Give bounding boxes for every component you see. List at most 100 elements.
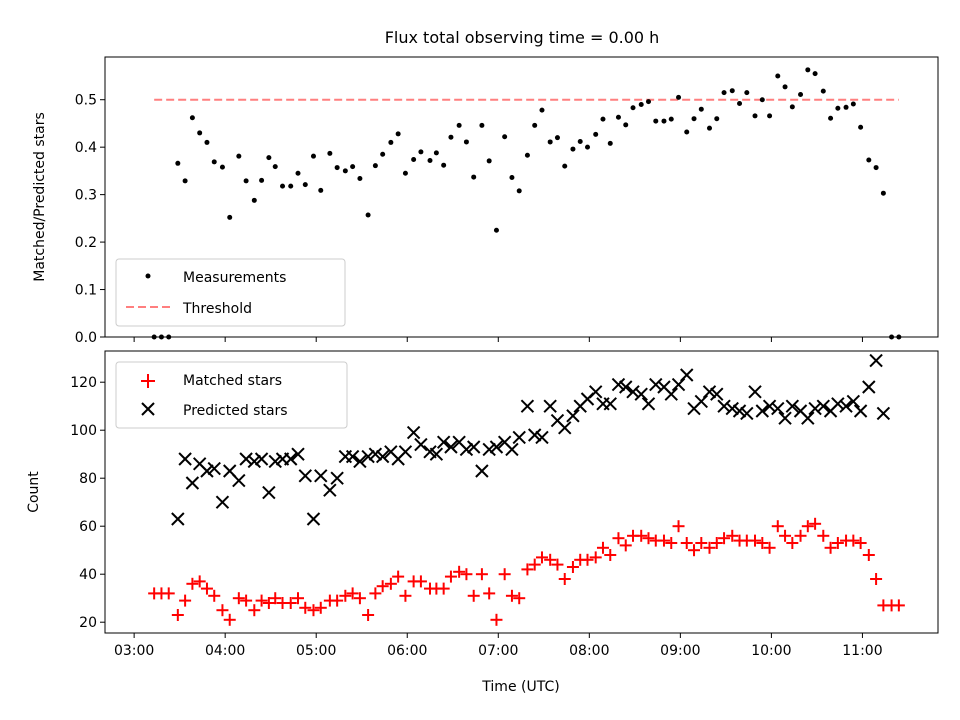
measurement-point <box>204 139 210 145</box>
matched-point <box>414 575 427 588</box>
predicted-legend-label: Predicted stars <box>183 403 288 419</box>
measurement-point <box>418 149 424 155</box>
measurement-point <box>280 183 286 189</box>
matched-point <box>307 604 320 617</box>
matched-point <box>763 541 776 554</box>
matched-point <box>635 529 648 542</box>
y-tick-label: 0.3 <box>75 188 97 204</box>
measurement-point <box>395 131 401 137</box>
matched-point <box>339 589 352 602</box>
x-axis-label: Time (UTC) <box>481 679 559 695</box>
measurement-point <box>302 182 308 188</box>
measurement-point <box>236 153 242 159</box>
threshold-legend-label: Threshold <box>182 301 252 317</box>
ratio-y-label: Matched/Predicted stars <box>32 112 48 282</box>
measurement-point <box>211 159 217 165</box>
predicted-point <box>535 430 549 445</box>
matched-point <box>749 534 762 547</box>
measurement-point <box>158 334 164 340</box>
matched-point <box>376 580 389 593</box>
count-x-ticks: 03:00 04:00 05:00 06:00 07:00 08:00 09:00 10:00… <box>114 633 883 659</box>
matched-point <box>240 594 253 607</box>
predicted-point <box>611 377 626 392</box>
matched-point <box>756 537 769 549</box>
measurement-point <box>266 155 272 161</box>
measurement-point <box>684 129 690 135</box>
matched-point <box>703 541 716 554</box>
predicted-point <box>762 399 777 413</box>
measurement-point <box>357 175 363 181</box>
x-tick-label: 03:00 <box>114 643 154 659</box>
measurement-point <box>471 174 477 180</box>
chart-title: Flux total observing time = 0.00 h <box>385 28 660 47</box>
predicted-point <box>839 399 853 413</box>
measurement-point <box>570 146 576 152</box>
matched-point <box>314 601 327 614</box>
predicted-point <box>314 469 328 483</box>
measurement-point <box>638 101 644 107</box>
matched-point <box>657 534 670 547</box>
x-tick-label: 09:00 <box>660 643 700 659</box>
predicted-point <box>869 353 883 368</box>
measurement-point <box>585 144 591 150</box>
measurement-point <box>843 104 849 110</box>
measurement-point <box>539 107 545 113</box>
measurement-point <box>645 99 651 105</box>
predicted-point <box>429 447 444 461</box>
predicted-point <box>619 380 633 394</box>
measurement-point <box>334 165 340 171</box>
measurement-points <box>151 67 902 340</box>
predicted-point <box>626 385 640 399</box>
predicted-point <box>725 401 739 416</box>
y-tick-label: 0.5 <box>75 93 97 109</box>
predicted-point <box>414 437 428 452</box>
predicted-point <box>262 485 276 500</box>
matched-point <box>528 558 541 571</box>
predicted-point <box>436 435 451 449</box>
predicted-point <box>876 406 891 421</box>
measurement-point <box>623 122 629 128</box>
measurement-point <box>798 91 804 97</box>
matched-point <box>551 558 564 571</box>
measurement-point <box>402 170 408 176</box>
count-legend-box <box>115 361 348 429</box>
measurement-point <box>782 84 788 90</box>
predicted-point <box>588 385 603 399</box>
measurement-point <box>327 150 333 156</box>
matched-point <box>453 565 466 578</box>
measurement-point <box>318 187 324 193</box>
measurement-point <box>554 135 560 141</box>
matched-point <box>612 532 625 545</box>
matched-point <box>269 592 282 605</box>
measurement-point <box>272 164 278 170</box>
matched-point <box>794 529 807 542</box>
predicted-point <box>785 399 800 413</box>
predicted-point <box>543 399 557 413</box>
matched-point <box>558 573 571 585</box>
measurement-point <box>593 131 599 137</box>
matched-point <box>284 597 297 609</box>
matched-point <box>444 570 457 583</box>
matched-point <box>581 553 594 566</box>
measurement-point <box>630 105 636 111</box>
measurement-point <box>759 97 765 103</box>
matched-point <box>809 517 822 530</box>
measurement-point <box>182 178 188 184</box>
measurement-point <box>433 150 439 156</box>
matched-point <box>544 553 557 566</box>
predicted-point <box>239 452 253 466</box>
measurement-point <box>166 334 172 340</box>
measurement-point <box>365 212 371 218</box>
measurement-point <box>866 157 872 163</box>
matched-point <box>299 601 312 614</box>
predicted-point <box>466 440 481 454</box>
predicted-point <box>345 449 360 464</box>
matched-point <box>186 577 199 590</box>
predicted-point <box>254 452 269 466</box>
measurement-point <box>463 139 469 145</box>
matched-point <box>467 589 480 602</box>
matched-point <box>779 529 792 542</box>
measurement-point <box>380 151 386 157</box>
predicted-point <box>748 385 762 399</box>
